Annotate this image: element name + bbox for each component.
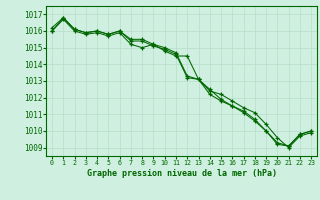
X-axis label: Graphe pression niveau de la mer (hPa): Graphe pression niveau de la mer (hPa) — [87, 169, 276, 178]
